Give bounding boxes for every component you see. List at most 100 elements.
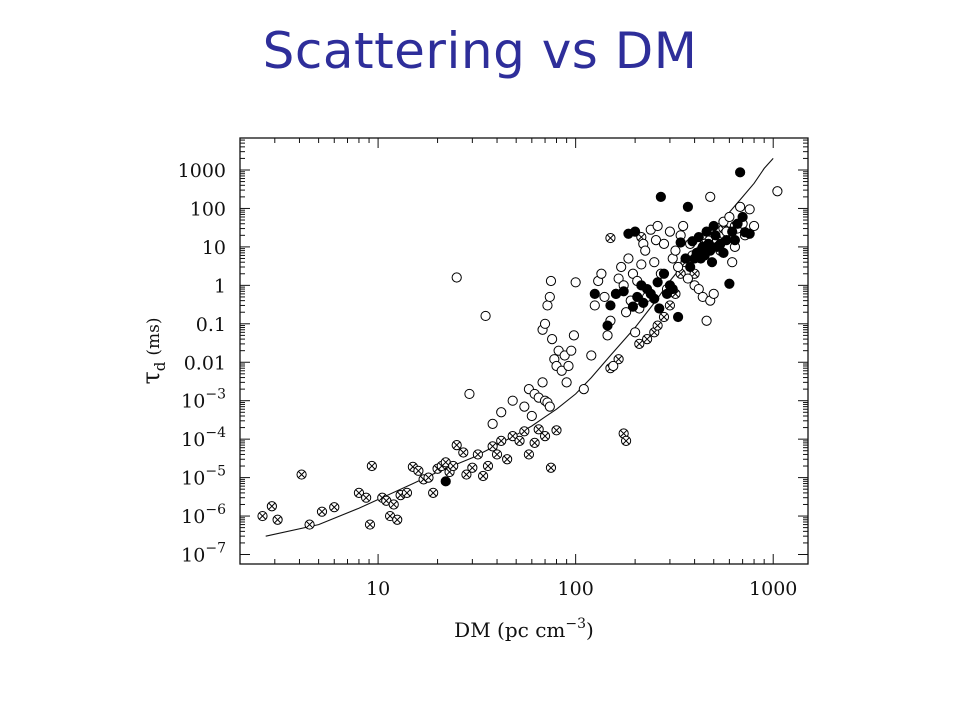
point-open xyxy=(578,384,589,395)
point-open xyxy=(724,211,735,223)
point-filled xyxy=(649,293,660,304)
point-filled xyxy=(710,230,721,241)
point-crossed xyxy=(316,506,328,517)
point-filled xyxy=(729,235,741,246)
point-open xyxy=(693,283,704,295)
point-open xyxy=(772,186,783,197)
point-crossed xyxy=(272,514,283,525)
point-open xyxy=(563,360,574,372)
point-filled xyxy=(675,237,686,248)
point-open xyxy=(545,275,557,287)
data-points xyxy=(257,167,783,530)
point-crossed xyxy=(507,431,518,442)
point-filled xyxy=(680,253,691,264)
point-open xyxy=(630,327,641,338)
point-open xyxy=(623,253,634,264)
point-open xyxy=(701,315,712,326)
axis-tick-labels: 10 100 1000 1000 100 10 1 0.1 0.01 10−3 10−4 10−5 10… xyxy=(178,160,798,600)
point-open xyxy=(519,401,530,412)
point-filled xyxy=(654,303,665,314)
point-crossed xyxy=(634,338,645,350)
point-open xyxy=(542,300,553,311)
point-filled xyxy=(721,235,732,246)
point-crossed xyxy=(551,425,562,436)
y-axis-label: τd(ms) xyxy=(137,318,169,385)
point-filled xyxy=(667,283,678,295)
point-filled xyxy=(737,211,748,223)
point-open xyxy=(616,261,627,273)
point-open xyxy=(748,220,760,232)
point-open xyxy=(708,288,719,299)
point-open xyxy=(658,238,670,249)
point-crossed xyxy=(605,232,616,244)
point-open xyxy=(480,310,491,322)
point-crossed xyxy=(364,519,376,530)
axis-ticks xyxy=(239,138,808,564)
point-open xyxy=(526,410,537,422)
point-open xyxy=(608,360,619,372)
point-filled xyxy=(638,297,649,308)
point-filled xyxy=(718,247,729,258)
point-open xyxy=(570,277,581,288)
x-axis-label-exponent: −3 xyxy=(565,616,586,632)
point-open xyxy=(487,418,498,429)
point-crossed xyxy=(472,449,483,460)
point-open xyxy=(561,377,572,388)
point-filled xyxy=(744,228,755,239)
point-open xyxy=(566,345,577,356)
y-tick-label: 10 xyxy=(202,237,226,259)
point-filled xyxy=(735,167,746,178)
point-crossed xyxy=(296,469,307,480)
point-crossed xyxy=(451,440,462,451)
point-crossed xyxy=(496,435,507,447)
point-crossed xyxy=(491,449,503,460)
point-open xyxy=(507,395,518,406)
y-tick-label: 10−4 xyxy=(181,425,226,451)
point-filled xyxy=(652,277,663,288)
point-crossed xyxy=(361,492,372,503)
point-crossed xyxy=(467,462,478,473)
point-crossed xyxy=(329,502,340,513)
point-crossed xyxy=(664,300,676,311)
point-crossed xyxy=(545,462,557,473)
point-filled xyxy=(693,231,704,243)
point-filled xyxy=(724,278,735,289)
y-tick-label: 0.01 xyxy=(184,352,226,374)
point-open xyxy=(652,220,663,232)
point-crossed xyxy=(533,424,544,435)
y-tick-label: 0.1 xyxy=(196,314,226,336)
point-filled xyxy=(440,476,451,487)
point-open xyxy=(599,291,610,303)
point-open xyxy=(547,334,558,345)
point-crossed xyxy=(620,435,632,447)
y-tick-label: 10−5 xyxy=(181,464,226,490)
point-filled xyxy=(605,300,616,311)
point-filled xyxy=(655,191,666,202)
point-crossed xyxy=(642,334,653,345)
point-filled xyxy=(708,220,719,232)
point-filled xyxy=(630,226,641,237)
point-filled xyxy=(618,286,629,297)
point-open xyxy=(544,401,555,412)
point-open xyxy=(451,272,462,283)
point-crossed xyxy=(257,510,268,522)
point-crossed xyxy=(428,487,439,499)
point-open xyxy=(596,268,607,279)
y-tick-label: 10−6 xyxy=(181,502,226,528)
point-crossed xyxy=(613,354,624,365)
point-crossed xyxy=(461,469,472,480)
point-crossed xyxy=(652,320,663,331)
point-filled xyxy=(682,201,694,212)
point-crossed xyxy=(366,460,377,472)
point-open xyxy=(602,330,613,341)
point-crossed xyxy=(423,472,434,483)
point-crossed xyxy=(487,441,498,452)
point-crossed xyxy=(523,449,535,460)
point-crossed xyxy=(539,431,551,442)
x-tick-label: 1000 xyxy=(749,578,797,600)
point-filled xyxy=(658,268,670,279)
point-open xyxy=(727,257,738,268)
point-crossed xyxy=(304,519,315,530)
point-crossed xyxy=(458,447,469,458)
